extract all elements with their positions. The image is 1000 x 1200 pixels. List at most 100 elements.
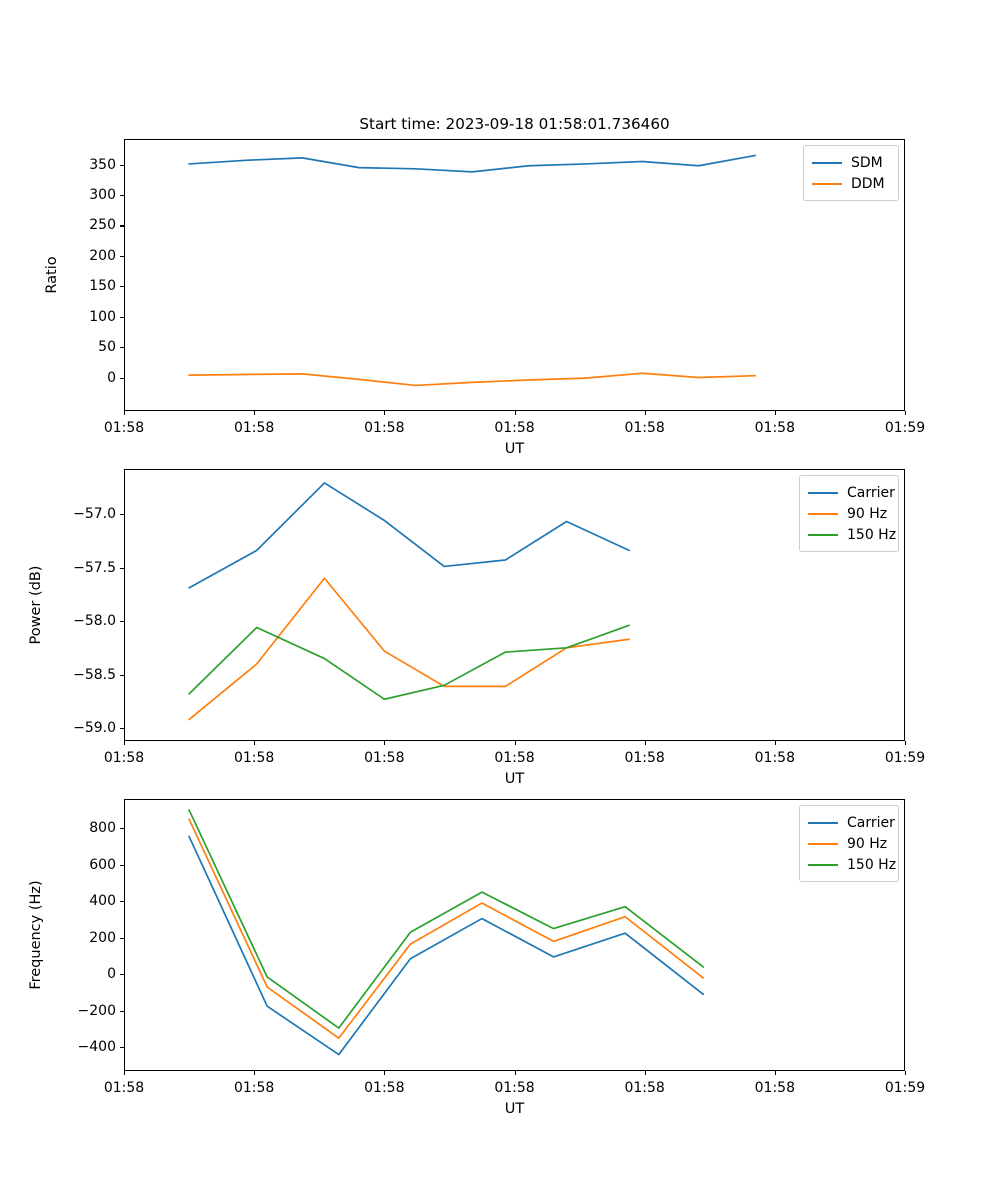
series-line-90-hz (188, 577, 630, 721)
x-tick-mark (384, 411, 386, 416)
legend: Carrier 90 Hz 150 Hz (799, 475, 899, 552)
legend: SDM DDM (803, 145, 899, 201)
y-tick-mark (119, 1047, 124, 1049)
legend-color-swatch (808, 533, 838, 536)
x-tick-label: 01:59 (884, 1080, 926, 1096)
legend-color-swatch (812, 161, 842, 164)
y-axis-label: Power (dB) (28, 565, 44, 645)
ratio-axes-frame (124, 139, 905, 411)
x-tick-label: 01:58 (754, 1080, 796, 1096)
y-tick-label: −400 (77, 1039, 116, 1056)
y-tick-label: 0 (107, 369, 116, 386)
y-tick-mark (119, 194, 124, 197)
x-axis-label: UT (504, 771, 525, 787)
y-tick-label: −57.5 (73, 559, 116, 576)
y-tick-mark (119, 621, 124, 623)
power-subplot (124, 469, 905, 741)
figure-title: Start time: 2023-09-18 01:58:01.736460 (359, 115, 670, 133)
y-tick-label: 0 (107, 966, 116, 983)
x-tick-mark (774, 1071, 776, 1076)
legend-color-swatch (812, 182, 842, 185)
y-tick-mark (119, 728, 124, 730)
series-line-carrier (188, 482, 630, 589)
x-tick-label: 01:58 (754, 750, 796, 766)
legend: Carrier 90 Hz 150 Hz (799, 805, 899, 882)
y-tick-label: −58.5 (73, 666, 116, 683)
x-tick-mark (124, 741, 126, 746)
x-tick-label: 01:58 (494, 1080, 535, 1096)
x-tick-mark (905, 741, 907, 746)
x-tick-label: 01:58 (494, 420, 535, 436)
series-line-150-hz (188, 624, 630, 701)
y-tick-label: 50 (98, 339, 116, 356)
legend-item: 90 Hz (808, 503, 889, 524)
legend-item: Carrier (808, 812, 895, 833)
y-tick-mark (119, 864, 124, 866)
power-plot-lines (188, 482, 630, 721)
frequency-plot-lines (188, 809, 705, 1056)
x-tick-label: 01:58 (754, 420, 796, 436)
legend-label: DDM (851, 175, 885, 192)
series-line-ddm (188, 372, 757, 387)
y-tick-label: −58.0 (73, 613, 116, 630)
legend-label: 90 Hz (847, 835, 888, 852)
x-tick-label: 01:58 (103, 750, 145, 766)
y-tick-label: 150 (89, 278, 116, 295)
y-tick-mark (119, 225, 124, 227)
ratio-plot-lines (188, 154, 757, 387)
x-tick-mark (514, 411, 516, 416)
y-tick-mark (119, 316, 124, 318)
y-tick-label: 300 (89, 186, 116, 203)
x-tick-label: 01:58 (364, 750, 405, 766)
y-tick-label: 250 (89, 217, 116, 234)
y-tick-label: 200 (89, 247, 116, 264)
x-tick-mark (905, 411, 907, 416)
x-tick-mark (905, 1071, 907, 1076)
x-tick-mark (644, 411, 646, 416)
legend-color-swatch (808, 842, 838, 845)
x-tick-mark (514, 741, 516, 746)
y-tick-label: −200 (77, 1002, 116, 1019)
x-tick-mark (774, 741, 776, 746)
y-tick-mark (119, 164, 124, 166)
frequency-axes-frame (124, 799, 905, 1071)
legend-label: SDM (851, 154, 883, 171)
x-tick-label: 01:58 (494, 750, 535, 766)
x-tick-label: 01:58 (233, 750, 275, 766)
y-axis-label: Frequency (Hz) (28, 880, 44, 990)
x-tick-mark (254, 1071, 256, 1076)
legend-label: Carrier (847, 814, 895, 831)
x-axis-label: UT (504, 441, 525, 457)
y-tick-mark (119, 513, 124, 516)
series-line-90-hz (188, 818, 705, 1039)
legend-label: 90 Hz (847, 505, 888, 522)
y-tick-mark (119, 974, 124, 976)
y-tick-label: 200 (89, 929, 116, 946)
x-tick-mark (774, 411, 776, 416)
frequency-subplot (124, 799, 905, 1071)
legend-color-swatch (808, 821, 838, 824)
x-tick-mark (254, 741, 256, 746)
legend-label: Carrier (847, 484, 895, 501)
power-axes-frame (124, 469, 905, 741)
x-tick-label: 01:58 (364, 1080, 405, 1096)
y-tick-label: 400 (89, 893, 116, 910)
y-tick-label: 350 (89, 156, 116, 173)
y-tick-mark (119, 286, 124, 288)
x-tick-mark (644, 1071, 646, 1076)
legend-label: 150 Hz (847, 526, 897, 543)
legend-item: Carrier (808, 482, 895, 503)
y-tick-mark (119, 901, 124, 903)
x-tick-mark (514, 1071, 516, 1076)
y-tick-label: 800 (89, 820, 116, 837)
x-tick-label: 01:58 (103, 1080, 145, 1096)
y-tick-label: 600 (89, 856, 116, 873)
y-tick-mark (119, 1010, 124, 1012)
ratio-subplot (124, 139, 905, 411)
legend-item: SDM (812, 152, 889, 173)
legend-item: 150 Hz (808, 854, 896, 875)
legend-color-swatch (808, 863, 838, 866)
x-tick-label: 01:58 (624, 420, 665, 436)
y-tick-mark (119, 828, 124, 830)
